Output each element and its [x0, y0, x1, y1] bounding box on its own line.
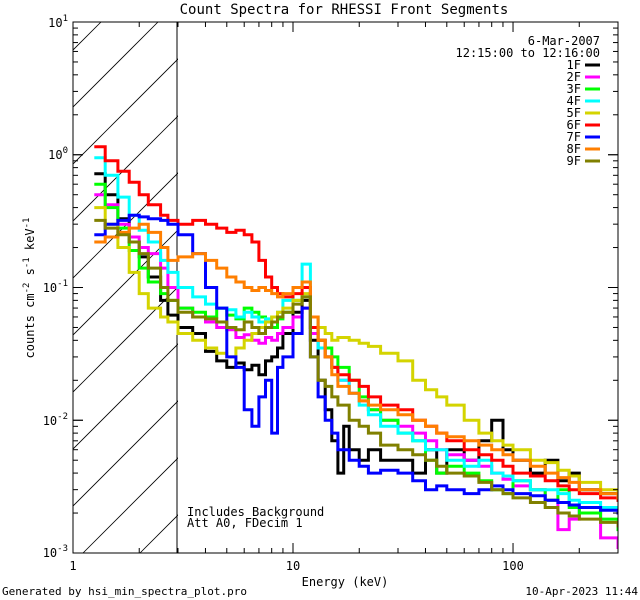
hatch-line-10 — [82, 457, 178, 553]
legend-label-2F: 2F — [567, 70, 581, 84]
y-tick-label-1e-3: 10-3 — [43, 544, 68, 560]
series-line-5F — [94, 206, 618, 498]
legend-label-1F: 1F — [567, 58, 581, 72]
legend-label-9F: 9F — [567, 154, 581, 168]
x-tick-label-10: 10 — [286, 559, 300, 573]
y-tick-label-1e1: 101 — [48, 14, 68, 30]
x-axis-ticks — [72, 22, 619, 553]
legend-label-7F: 7F — [567, 130, 581, 144]
series-line-3F — [94, 182, 618, 532]
legend-label-8F: 8F — [567, 142, 581, 156]
hatch-line-3 — [73, 58, 178, 165]
annotation-background: Includes Background — [187, 505, 324, 519]
legend-label-6F: 6F — [567, 118, 581, 132]
legend-label-3F: 3F — [567, 82, 581, 96]
series-lines — [94, 145, 618, 549]
x-axis-label: Energy (keV) — [302, 575, 389, 589]
y-axis-label: counts cm-2 s-1 keV-1 — [22, 218, 37, 359]
hatch-line-4 — [73, 115, 178, 222]
hatch-line-6 — [73, 229, 178, 336]
x-tick-label-1: 1 — [69, 559, 76, 573]
footer-generated-by: Generated by hsi_min_spectra_plot.pro — [2, 585, 247, 598]
legend-label-4F: 4F — [567, 94, 581, 108]
y-tick-label-1e0: 100 — [48, 146, 68, 162]
legend-date: 6-Mar-2007 — [528, 34, 600, 48]
annotation-attenuator: Att A0, FDecim 1 — [187, 516, 303, 530]
series-line-8F — [94, 222, 618, 500]
y-tick-label-1e-1: 10-1 — [43, 279, 68, 295]
y-tick-label-1e-2: 10-2 — [43, 412, 68, 428]
series-line-7F — [94, 213, 618, 515]
footer-timestamp: 10-Apr-2023 11:44 — [525, 585, 638, 598]
y-axis-ticks — [73, 21, 618, 554]
series-line-9F — [94, 218, 618, 528]
legend-label-5F: 5F — [567, 106, 581, 120]
hatch-line-9 — [73, 400, 178, 507]
legend-time-range: 12:15:00 to 12:16:00 — [456, 46, 601, 60]
series-line-1F — [94, 172, 618, 502]
chart-title: Count Spectra for RHESSI Front Segments — [180, 2, 509, 18]
x-tick-label-100: 100 — [502, 559, 524, 573]
